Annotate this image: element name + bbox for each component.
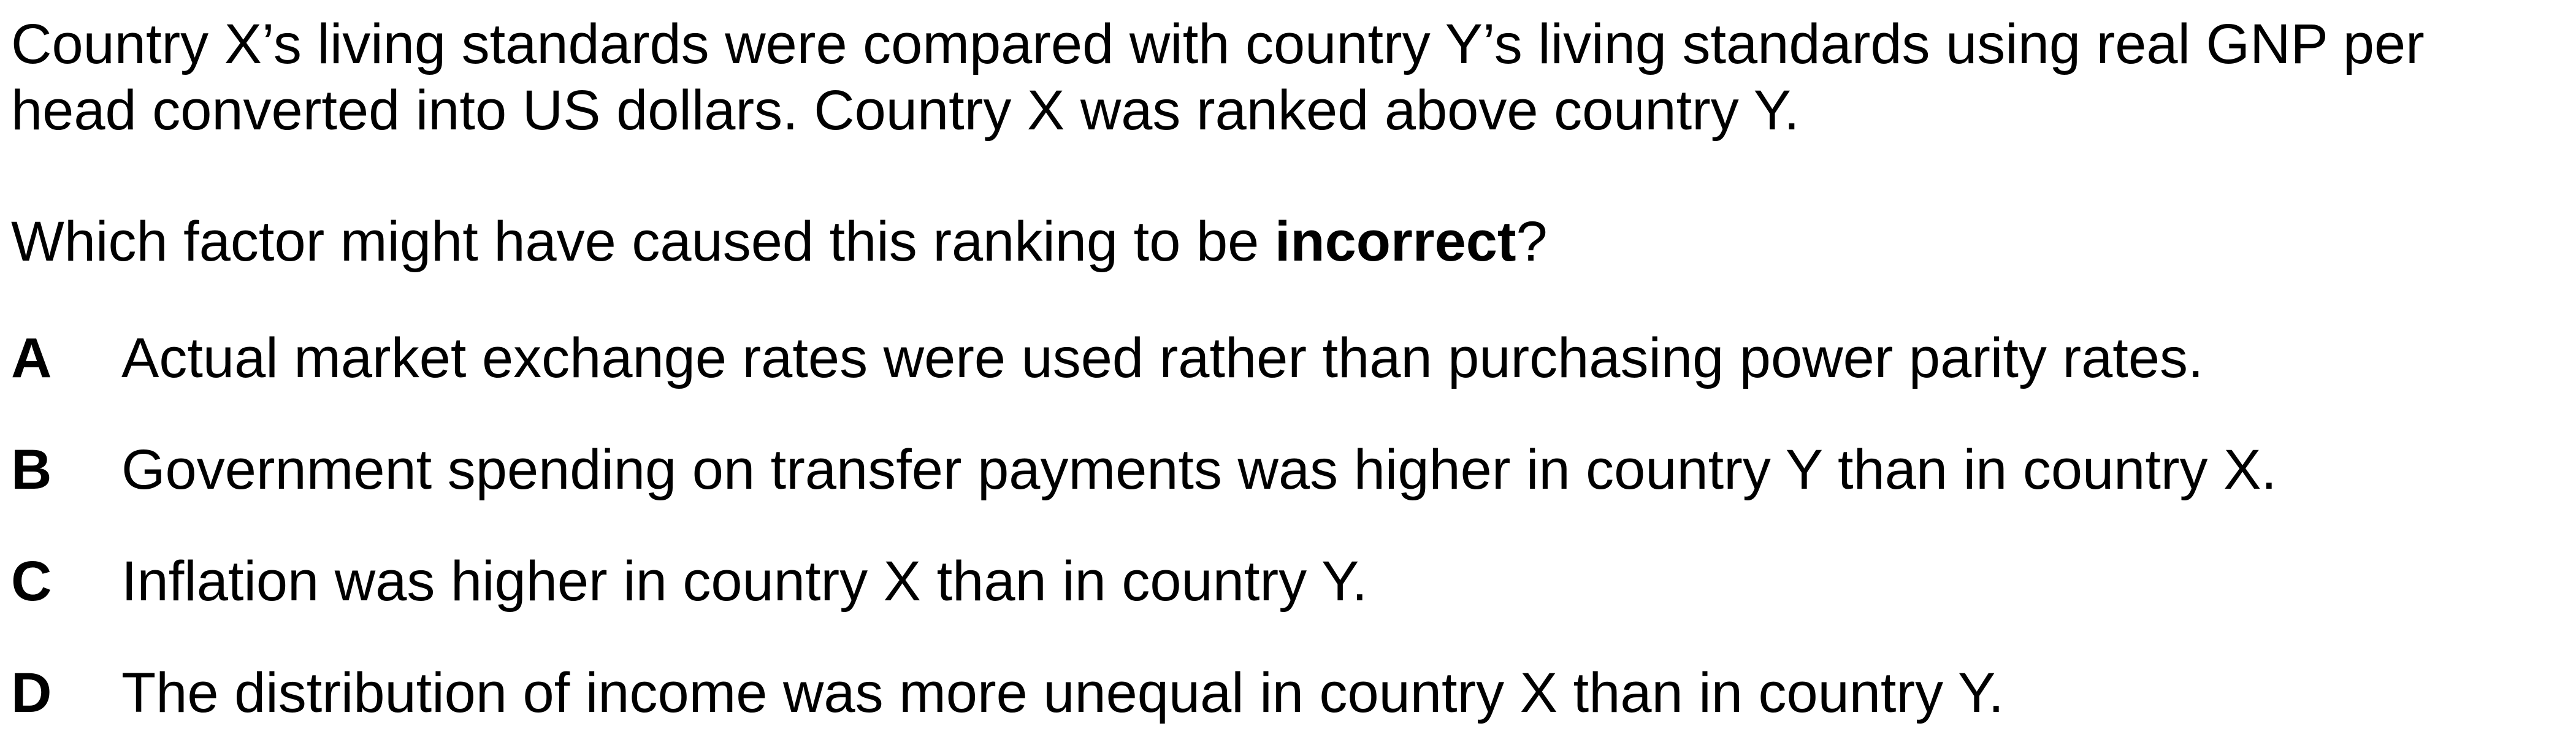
- option-letter: D: [11, 662, 52, 724]
- option-text: Actual market exchange rates were used r…: [121, 327, 2204, 389]
- question-prompt-text: Which factor might have caused this rank…: [11, 210, 1275, 273]
- option-text: Government spending on transfer payments…: [121, 438, 2277, 501]
- question-prompt: Which factor might have caused this rank…: [11, 208, 1548, 275]
- question-prompt-end: ?: [1516, 210, 1548, 273]
- option-text: Inflation was higher in country X than i…: [121, 550, 1368, 613]
- option-letter: B: [11, 438, 52, 501]
- question-prompt-emphasis: incorrect: [1274, 210, 1516, 273]
- question-stem: Country X’s living standards were compar…: [11, 13, 2425, 142]
- option-text: The distribution of income was more uneq…: [121, 662, 2005, 724]
- option-letter: A: [11, 327, 52, 389]
- option-letter: C: [11, 550, 52, 613]
